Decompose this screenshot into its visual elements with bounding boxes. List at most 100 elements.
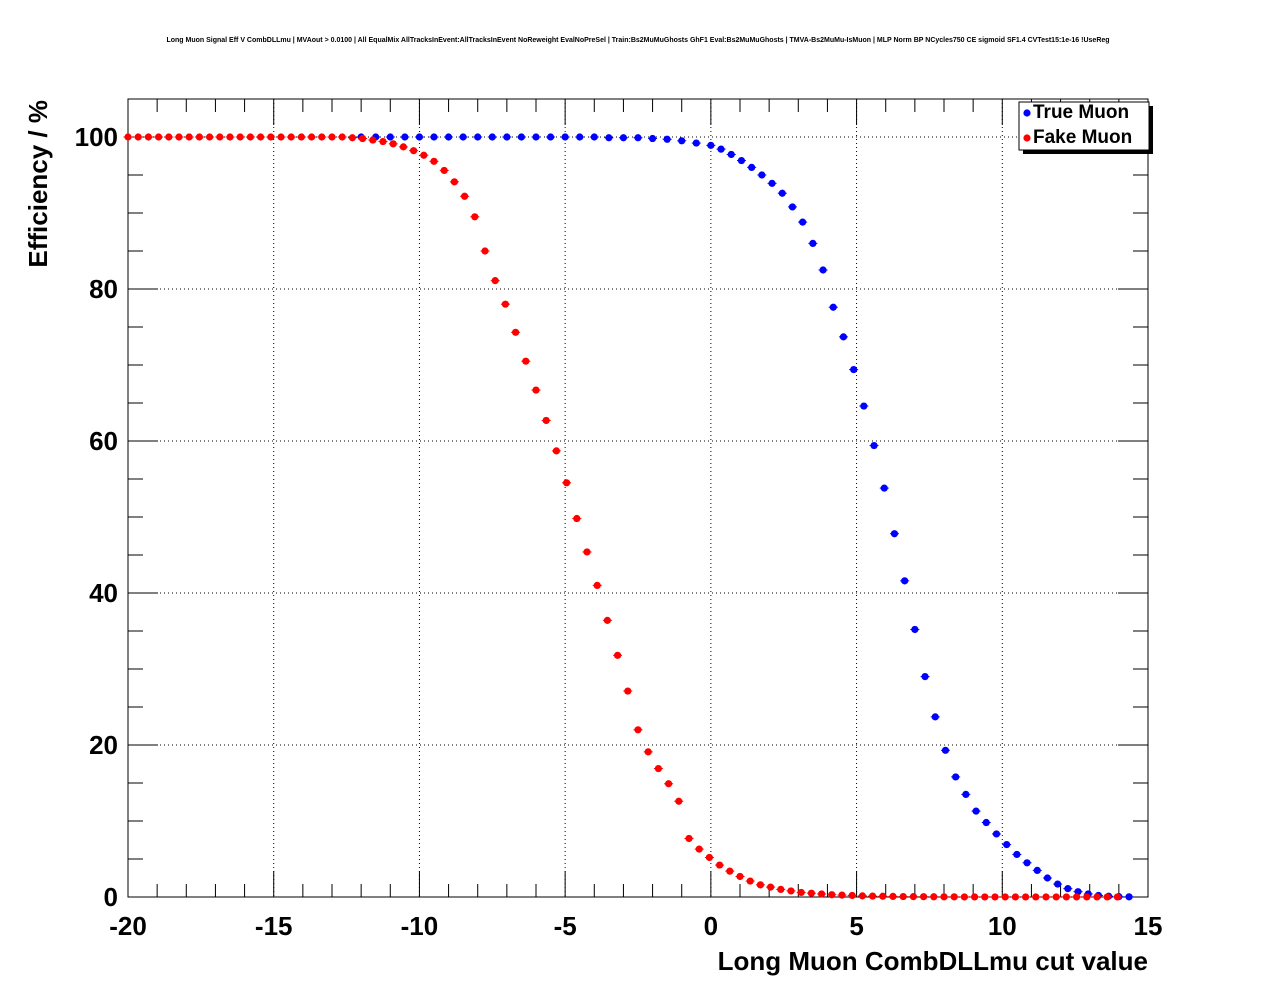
data-point-fake-muon	[879, 892, 887, 900]
data-point-true-muon	[962, 790, 970, 799]
data-point-fake-muon	[348, 134, 356, 142]
data-point-fake-muon	[736, 872, 744, 881]
data-point-fake-muon	[287, 133, 295, 141]
y-tick-label: 100	[75, 122, 118, 152]
data-point-fake-muon	[359, 134, 367, 143]
data-point-true-muon	[1064, 885, 1072, 893]
x-axis-label: Long Muon CombDLLmu cut value	[718, 946, 1148, 976]
data-point-true-muon	[692, 139, 700, 147]
data-point-fake-muon	[614, 651, 622, 659]
y-tick-label: 40	[89, 578, 118, 608]
data-point-true-muon	[931, 713, 939, 721]
legend-label-fake-muon: Fake Muon	[1033, 127, 1132, 148]
data-point-true-muon	[474, 133, 482, 141]
data-point-fake-muon	[399, 143, 407, 151]
x-tick-label: -20	[109, 911, 147, 941]
data-point-true-muon	[748, 163, 756, 171]
legend-marker-fake-muon	[1023, 134, 1031, 142]
legend: True Muon Fake Muon	[1018, 101, 1153, 154]
data-point-fake-muon	[746, 877, 754, 885]
data-point-true-muon	[799, 218, 807, 226]
plot-frame	[127, 98, 1149, 898]
data-point-fake-muon	[960, 893, 969, 901]
x-tick-label: -5	[554, 911, 577, 941]
data-point-fake-muon	[389, 140, 397, 148]
data-point-fake-muon	[665, 780, 673, 788]
data-point-true-muon	[678, 137, 686, 145]
data-point-true-muon	[1054, 880, 1062, 888]
data-point-true-muon	[590, 133, 598, 141]
data-point-true-muon	[819, 266, 827, 274]
data-point-fake-muon	[471, 213, 479, 221]
data-point-fake-muon	[858, 892, 867, 900]
data-point-fake-muon	[695, 845, 703, 853]
data-point-fake-muon	[1113, 893, 1121, 901]
data-point-fake-muon	[542, 416, 550, 425]
data-point-true-muon	[870, 441, 878, 450]
data-point-true-muon	[605, 134, 613, 142]
data-point-true-muon	[546, 133, 555, 141]
x-tick-label: -10	[401, 911, 439, 941]
data-point-fake-muon	[297, 133, 305, 141]
data-point-true-muon	[717, 145, 725, 153]
data-point-fake-muon	[950, 893, 958, 901]
data-point-fake-muon	[991, 893, 999, 901]
data-point-true-muon	[561, 133, 569, 141]
data-point-fake-muon	[930, 893, 938, 901]
data-point-true-muon	[1043, 874, 1052, 882]
data-point-fake-muon	[461, 192, 469, 200]
data-point-true-muon	[778, 189, 786, 197]
data-point-true-muon	[517, 133, 526, 141]
data-point-fake-muon	[573, 514, 581, 523]
data-point-fake-muon	[511, 328, 520, 336]
data-point-fake-muon	[583, 548, 591, 556]
y-tick-label: 20	[89, 730, 118, 760]
data-point-fake-muon	[848, 891, 856, 900]
data-point-fake-muon	[1093, 893, 1101, 901]
data-points	[123, 133, 1134, 901]
data-point-true-muon	[992, 830, 1001, 838]
data-point-fake-muon	[716, 861, 724, 869]
data-point-true-muon	[850, 365, 858, 374]
data-point-fake-muon	[777, 885, 785, 894]
data-point-true-muon	[768, 179, 776, 187]
data-point-true-muon	[386, 133, 394, 141]
data-point-fake-muon	[1032, 893, 1040, 901]
data-point-fake-muon	[195, 133, 203, 141]
x-tick-label: 0	[704, 911, 718, 941]
data-point-fake-muon	[522, 357, 530, 365]
legend-marker-true-muon	[1023, 109, 1031, 117]
data-point-true-muon	[809, 239, 817, 247]
data-point-true-muon	[941, 746, 950, 754]
data-point-fake-muon	[226, 133, 234, 141]
data-point-fake-muon	[705, 853, 714, 862]
data-point-fake-muon	[430, 157, 438, 165]
data-point-true-muon	[1125, 893, 1133, 901]
grid	[128, 99, 1148, 897]
data-point-fake-muon	[807, 889, 816, 897]
data-point-fake-muon	[481, 247, 489, 255]
data-point-true-muon	[619, 134, 628, 142]
data-point-fake-muon	[971, 893, 979, 901]
data-point-true-muon	[921, 673, 929, 681]
data-point-true-muon	[648, 134, 657, 143]
data-point-true-muon	[415, 133, 424, 141]
data-point-fake-muon	[134, 133, 142, 141]
legend-box	[1018, 101, 1150, 151]
data-point-fake-muon	[450, 178, 458, 186]
data-point-fake-muon	[767, 883, 775, 891]
data-point-fake-muon	[124, 133, 132, 141]
data-point-fake-muon	[644, 748, 652, 756]
data-point-fake-muon	[940, 893, 948, 901]
data-point-fake-muon	[1042, 893, 1050, 901]
y-tick-label: 0	[104, 882, 118, 912]
x-tick-label: -15	[255, 911, 293, 941]
data-point-fake-muon	[1022, 893, 1030, 901]
data-point-fake-muon	[726, 867, 734, 875]
data-point-fake-muon	[277, 133, 285, 141]
data-point-true-muon	[401, 133, 409, 141]
data-point-fake-muon	[491, 277, 499, 285]
data-point-fake-muon	[257, 133, 265, 141]
data-point-fake-muon	[603, 616, 612, 624]
data-point-true-muon	[982, 818, 990, 827]
